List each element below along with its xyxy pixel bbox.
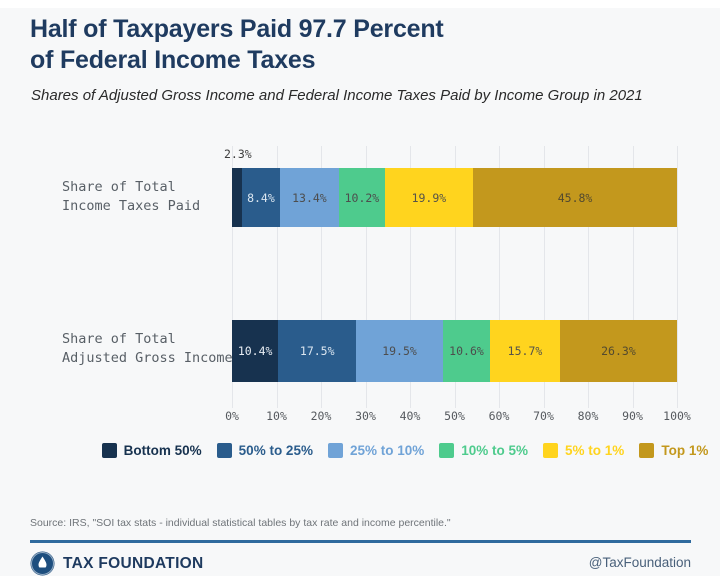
plot-area xyxy=(232,146,678,408)
legend-swatch xyxy=(327,443,343,458)
brand-block: TAX FOUNDATION xyxy=(30,551,204,576)
segment-value-label: 19.5% xyxy=(382,344,417,358)
gridline xyxy=(276,146,278,408)
x-tick-label: 60% xyxy=(488,409,510,423)
bar-segment-25-to-10: 13.4% xyxy=(279,168,340,227)
x-tick-label: 80% xyxy=(577,409,599,423)
legend-item-top-1: Top 1% xyxy=(639,443,708,458)
gridline xyxy=(232,146,233,408)
row-label-line: Income Taxes Paid xyxy=(62,198,201,214)
legend-item-bottom-50: Bottom 50% xyxy=(101,443,202,458)
legend-item-5-to-1: 5% to 1% xyxy=(543,443,624,458)
brand-name: TAX FOUNDATION xyxy=(63,554,204,572)
legend-swatch xyxy=(439,443,455,458)
title-line-1: Half of Taxpayers Paid 97.7 Percent xyxy=(30,15,444,43)
bar-segment-5-to-1: 19.9% xyxy=(384,168,474,227)
bar-segment-10-to-5: 10.6% xyxy=(442,320,491,382)
page-title: Half of Taxpayers Paid 97.7 Percent of F… xyxy=(30,14,650,76)
segment-value-label: 17.5% xyxy=(299,344,335,358)
gridline xyxy=(543,146,545,408)
tax-foundation-logo-icon xyxy=(30,551,55,576)
row-label-line: Share of Total xyxy=(62,331,176,347)
gridline xyxy=(632,146,634,408)
segment-value-label: 45.8% xyxy=(557,190,593,205)
legend-item-10-to-5: 10% to 5% xyxy=(439,443,528,458)
x-tick-label: 100% xyxy=(663,409,691,423)
segment-value-label: 10.2% xyxy=(344,190,380,205)
segment-value-label: 15.7% xyxy=(507,344,543,358)
gridline xyxy=(321,146,322,408)
bar-segment-50-to-25: 17.5% xyxy=(278,320,357,382)
segment-value-label: 10.6% xyxy=(449,344,484,358)
row-label-line: Adjusted Gross Income xyxy=(62,350,233,366)
legend-label: 5% to 1% xyxy=(565,443,625,458)
segment-value-label: 26.3% xyxy=(601,344,636,358)
twitter-handle: @TaxFoundation xyxy=(588,555,691,570)
x-tick-label: 50% xyxy=(444,409,465,423)
legend-swatch xyxy=(639,443,655,458)
legend-label: Top 1% xyxy=(661,443,709,458)
x-tick-label: 10% xyxy=(266,409,287,423)
bar-segment-50-to-25: 8.4% xyxy=(242,168,280,227)
bar-segment-top-1: 45.8% xyxy=(473,168,677,227)
legend: Bottom 50% 50% to 25% 25% to 10% 10% to 5% 5… xyxy=(45,443,720,458)
segment-value-label: 10.4% xyxy=(237,344,273,358)
row-label-income-taxes-paid: Share of Total Income Taxes Paid xyxy=(62,178,237,216)
gridline xyxy=(588,146,589,408)
gridline xyxy=(499,146,500,408)
bar-segment-10-to-5: 10.2% xyxy=(339,168,385,227)
legend-item-25-to-10: 25% to 10% xyxy=(327,443,425,458)
top-strip xyxy=(0,0,720,8)
bar-segment-25-to-10: 19.5% xyxy=(356,320,443,382)
bar-segment-bottom-50: 10.4% xyxy=(232,320,279,382)
bar-segment-bottom-50 xyxy=(232,168,243,227)
legend-label: Bottom 50% xyxy=(123,443,202,458)
x-tick-label: 70% xyxy=(533,409,554,423)
title-line-2: of Federal Income Taxes xyxy=(30,46,316,74)
gridline xyxy=(677,146,678,408)
bar-adjusted-gross-income: 10.4% 17.5% 19.5% 10.6% 15.7% 26.3% xyxy=(232,320,677,382)
bar-segment-top-1: 26.3% xyxy=(559,320,677,382)
legend-swatch xyxy=(216,443,232,458)
legend-label: 50% to 25% xyxy=(238,443,313,458)
gridline xyxy=(410,146,411,408)
chart-subtitle: Shares of Adjusted Gross Income and Fede… xyxy=(31,87,643,104)
segment-value-label: 13.4% xyxy=(292,190,327,205)
legend-item-50-to-25: 50% to 25% xyxy=(216,443,313,458)
segment-value-label: 19.9% xyxy=(411,190,447,205)
source-note: Source: IRS, "SOI tax stats - individual… xyxy=(30,517,451,529)
gridline xyxy=(365,146,367,408)
legend-label: 25% to 10% xyxy=(349,443,425,458)
row-label-adjusted-gross-income: Share of Total Adjusted Gross Income xyxy=(62,330,237,368)
footer-divider xyxy=(30,540,691,543)
x-tick-label: 20% xyxy=(310,409,332,423)
bar-segment-5-to-1: 15.7% xyxy=(490,320,560,382)
x-tick-label: 30% xyxy=(355,409,376,423)
x-axis: 0% 10% 20% 30% 40% 50% 60% 70% 80% 90% 100% xyxy=(225,409,691,425)
legend-label: 10% to 5% xyxy=(461,443,529,458)
legend-swatch xyxy=(543,443,559,458)
callout-bottom50-taxes: 2.3% xyxy=(224,147,252,161)
legend-swatch xyxy=(101,443,117,458)
bar-income-taxes-paid: 8.4% 13.4% 10.2% 19.9% 45.8% xyxy=(232,168,677,227)
segment-value-label: 8.4% xyxy=(247,190,275,205)
x-tick-label: 0% xyxy=(225,409,239,423)
row-label-line: Share of Total xyxy=(62,179,176,195)
x-tick-label: 40% xyxy=(399,409,421,423)
x-tick-label: 90% xyxy=(622,409,643,423)
gridline xyxy=(454,146,456,408)
